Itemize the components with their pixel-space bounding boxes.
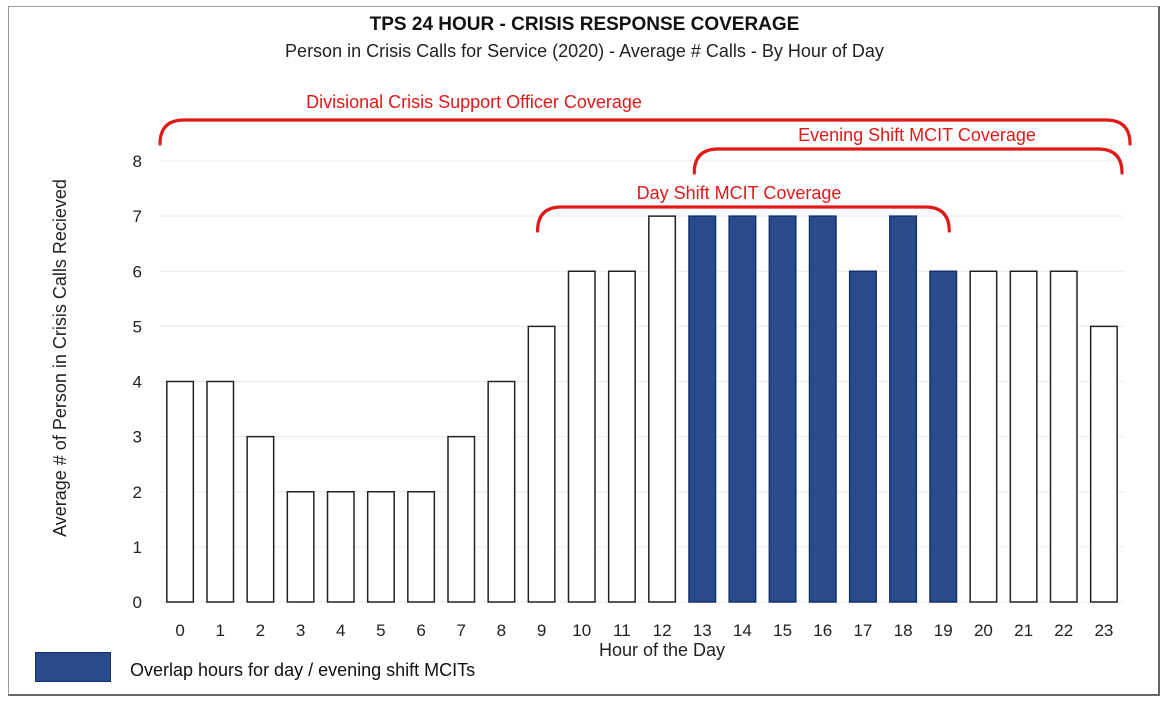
x-tick-label: 10 (572, 621, 591, 640)
y-axis-label: Average # of Person in Crisis Calls Reci… (50, 179, 70, 537)
coverage-label: Evening Shift MCIT Coverage (798, 125, 1036, 145)
x-tick-label: 22 (1054, 621, 1073, 640)
x-tick-label: 4 (336, 621, 345, 640)
bar-hour-7 (447, 435, 476, 603)
coverage-bracket (692, 147, 1124, 175)
y-tick-label: 7 (133, 207, 142, 226)
legend-swatch (35, 652, 111, 682)
bar-hour-1 (206, 380, 235, 603)
bar-hour-5 (366, 491, 395, 603)
bar-hour-8 (487, 380, 516, 603)
y-tick-label: 0 (133, 593, 142, 612)
bar-hour-16 (808, 215, 837, 603)
x-tick-label: 5 (376, 621, 385, 640)
x-tick-label: 17 (853, 621, 872, 640)
coverage-label: Day Shift MCIT Coverage (637, 183, 842, 203)
coverage-bracket (535, 205, 951, 233)
x-tick-label: 13 (693, 621, 712, 640)
bar-hour-4 (326, 491, 355, 603)
bar-hour-0 (166, 380, 195, 603)
x-tick-label: 3 (296, 621, 305, 640)
bar-hour-11 (607, 270, 636, 603)
x-tick-label: 16 (813, 621, 832, 640)
bar-hour-12 (648, 215, 677, 603)
grid-lines (160, 160, 1124, 603)
x-tick-label: 18 (894, 621, 913, 640)
x-tick-label: 1 (216, 621, 225, 640)
x-tick-label: 15 (773, 621, 792, 640)
x-tick-label: 6 (416, 621, 425, 640)
x-tick-label: 21 (1014, 621, 1033, 640)
y-tick-label: 2 (133, 483, 142, 502)
bar-hour-15 (768, 215, 797, 603)
bar-hour-13 (688, 215, 717, 603)
y-tick-label: 3 (133, 428, 142, 447)
bar-hour-23 (1089, 325, 1118, 603)
bar-hour-6 (407, 491, 436, 603)
x-tick-label: 7 (457, 621, 466, 640)
x-tick-label: 9 (537, 621, 546, 640)
coverage-bracket (158, 118, 1132, 146)
bar-hour-3 (286, 491, 315, 603)
x-tick-label: 11 (613, 621, 631, 640)
x-tick-label: 0 (175, 621, 184, 640)
bar-hour-18 (889, 215, 918, 603)
y-tick-label: 4 (133, 373, 142, 392)
x-tick-label: 20 (974, 621, 993, 640)
x-tick-label: 23 (1094, 621, 1113, 640)
y-tick-label: 6 (133, 262, 142, 281)
coverage-label: Divisional Crisis Support Officer Covera… (306, 92, 642, 112)
x-tick-label: 12 (653, 621, 672, 640)
chart-subtitle: Person in Crisis Calls for Service (2020… (285, 41, 884, 61)
bar-hour-19 (929, 270, 958, 603)
y-tick-label: 5 (133, 317, 142, 336)
bar-hour-9 (527, 325, 556, 603)
x-tick-label: 14 (733, 621, 752, 640)
bar-hour-2 (246, 435, 275, 603)
bar-hour-22 (1049, 270, 1078, 603)
coverage-brackets: Divisional Crisis Support Officer Covera… (158, 92, 1132, 233)
y-tick-label: 8 (133, 152, 142, 171)
x-tick-label: 8 (497, 621, 506, 640)
bar-hour-21 (1009, 270, 1038, 603)
bar-hour-17 (848, 270, 877, 603)
bar-hour-10 (567, 270, 596, 603)
bars (166, 215, 1118, 603)
y-axis-ticks: 0 1 2 3 4 5 6 7 8 (133, 152, 142, 612)
bar-hour-20 (969, 270, 998, 603)
chart-title: TPS 24 HOUR - CRISIS RESPONSE COVERAGE (369, 14, 800, 35)
x-axis-ticks: 0 1 2 3 4 5 6 7 8 9 10 11 12 13 14 15 16 17 18 19 20 21 22 23 (175, 621, 1113, 640)
x-tick-label: 19 (934, 621, 953, 640)
x-axis-label: Hour of the Day (599, 640, 725, 660)
legend-label: Overlap hours for day / evening shift MC… (130, 660, 476, 680)
y-tick-label: 1 (133, 538, 142, 557)
x-tick-label: 2 (256, 621, 265, 640)
bar-hour-14 (728, 215, 757, 603)
